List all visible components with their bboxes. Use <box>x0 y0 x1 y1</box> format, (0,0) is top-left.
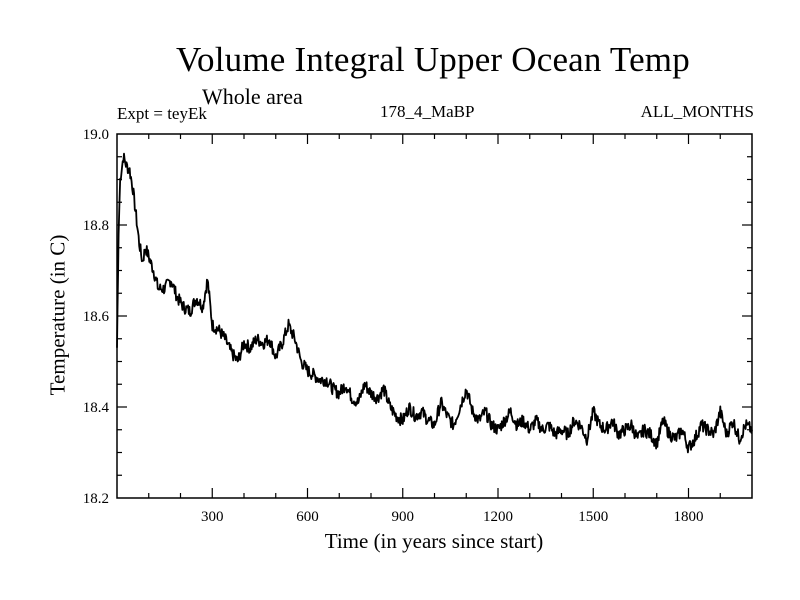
x-tick-label: 600 <box>296 509 319 525</box>
y-tick-label: 19.0 <box>83 127 109 143</box>
plot-frame <box>116 133 753 499</box>
tick-marks <box>117 134 752 498</box>
x-tick-label: 1500 <box>578 509 608 525</box>
series-line-temperature <box>116 152 753 454</box>
experiment-label: Expt = teyEk <box>117 104 207 123</box>
y-tick-label: 18.2 <box>83 491 109 507</box>
x-tick-label: 300 <box>201 509 224 525</box>
chart-title: Volume Integral Upper Ocean Temp <box>176 40 690 79</box>
x-tick-label: 1200 <box>483 509 513 525</box>
y-tick-label: 18.4 <box>83 400 110 416</box>
run-label: 178_4_MaBP <box>380 102 475 121</box>
y-tick-label: 18.8 <box>83 218 109 234</box>
y-tick-label: 18.6 <box>83 309 110 325</box>
chart-subtitle: Whole area <box>202 84 303 109</box>
x-axis-label: Time (in years since start) <box>324 529 544 553</box>
x-tick-label: 900 <box>392 509 415 525</box>
x-tick-label: 1800 <box>674 509 704 525</box>
months-label: ALL_MONTHS <box>640 102 754 121</box>
tick-labels: 300 600 900 1200 1500 1800 18.2 18.4 18.6 18.8 19.… <box>83 127 704 525</box>
